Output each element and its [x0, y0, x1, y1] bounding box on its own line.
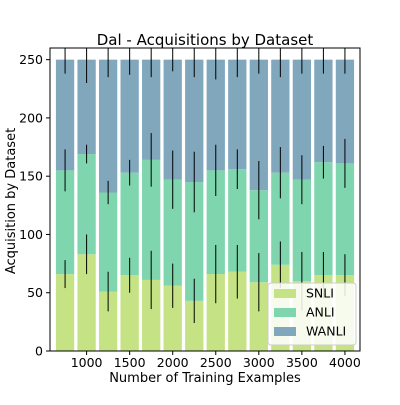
legend-swatch-wanli	[274, 327, 296, 336]
bar-snli-2250	[185, 300, 204, 351]
x-tick-label: 2500	[200, 355, 232, 370]
bar-anli-2000	[163, 179, 182, 286]
bar-snli-3000	[249, 282, 268, 351]
bar-snli-2500	[206, 274, 225, 351]
bar-wanli-3500	[292, 59, 312, 180]
x-tick-label: 1500	[114, 355, 146, 370]
bar-wanli-2250	[185, 59, 204, 183]
bar-wanli-4000	[335, 59, 355, 164]
x-tick-label: 3500	[286, 355, 318, 370]
axes-group: 0 50 100 150 200 250 1000 1500 2000 2500 3000 3500 4…	[19, 47, 361, 370]
bar-anli-1250	[98, 192, 118, 292]
bar-anli-2750	[228, 169, 247, 272]
bar-anli-3250	[271, 172, 290, 265]
bar-anli-1750	[142, 159, 161, 280]
bar-anli-3500	[292, 179, 312, 282]
y-tick-label: 0	[35, 344, 43, 359]
legend: SNLI ANLI WANLI	[267, 282, 357, 346]
y-tick-label: 150	[19, 169, 43, 184]
y-tick-label: 50	[27, 285, 43, 300]
bar-anli-1000	[77, 154, 96, 255]
legend-swatch-snli	[274, 289, 296, 298]
bar-anli-1500	[120, 172, 139, 276]
bar-snli-2750	[228, 271, 247, 351]
bar-anli-2250	[185, 182, 204, 301]
bar-wanli-2500	[206, 59, 225, 171]
x-tick-label: 3000	[243, 355, 275, 370]
bar-wanli-1750	[142, 59, 161, 160]
y-tick-label: 100	[19, 227, 43, 242]
legend-label-wanli: WANLI	[306, 324, 346, 339]
bar-anli-2500	[206, 170, 225, 275]
x-tick-label: 2000	[157, 355, 189, 370]
bar-wanli-3000	[249, 59, 268, 191]
x-axis-label: Number of Training Examples	[109, 371, 301, 386]
bar-wanli-1250	[98, 59, 118, 193]
legend-label-snli: SNLI	[306, 286, 334, 301]
bar-snli-750	[55, 274, 75, 351]
error-bars-group	[64, 48, 346, 324]
x-tick-label: 1000	[71, 355, 103, 370]
bar-snli-1750	[142, 279, 161, 351]
bar-snli-2000	[163, 285, 182, 351]
bar-wanli-750	[55, 59, 75, 171]
bar-snli-1000	[77, 254, 96, 351]
plot-frame	[49, 47, 361, 352]
bar-wanli-3250	[271, 59, 290, 173]
y-axis-label: Acquisition by Dataset	[4, 128, 19, 274]
bar-wanli-3750	[314, 59, 333, 163]
bar-anli-4000	[335, 163, 355, 276]
bar-anli-3000	[249, 190, 268, 283]
bar-anli-3750	[314, 162, 333, 276]
bar-anli-750	[55, 170, 75, 275]
bar-wanli-1000	[77, 59, 96, 155]
legend-label-anli: ANLI	[306, 305, 335, 320]
bar-snli-1250	[98, 291, 118, 351]
bar-wanli-2000	[163, 59, 182, 180]
chart-title: Dal - Acquisitions by Dataset	[97, 31, 314, 49]
bar-wanli-2750	[228, 59, 247, 170]
y-tick-label: 200	[19, 110, 43, 125]
y-tick-label: 250	[19, 52, 43, 67]
bar-snli-1500	[120, 275, 139, 351]
bar-wanli-1500	[120, 59, 139, 173]
legend-swatch-anli	[274, 308, 296, 317]
x-tick-label: 4000	[329, 355, 361, 370]
